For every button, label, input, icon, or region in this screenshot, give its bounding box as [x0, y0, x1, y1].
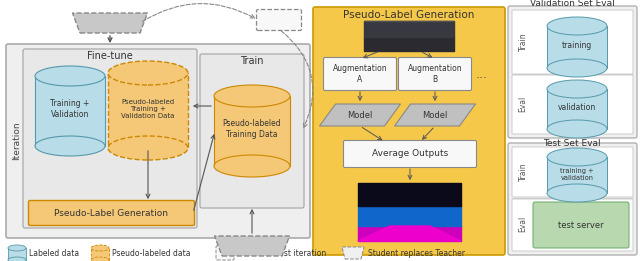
- Text: Student replaces Teacher: Student replaces Teacher: [368, 250, 465, 258]
- Text: Labeled data: Labeled data: [29, 250, 79, 258]
- Text: Eval: Eval: [518, 216, 527, 232]
- Bar: [91, 248, 109, 260]
- FancyBboxPatch shape: [512, 147, 633, 197]
- Text: Model: Model: [348, 110, 372, 120]
- Text: Student: Student: [232, 241, 273, 251]
- Text: validation: validation: [558, 104, 596, 112]
- FancyBboxPatch shape: [508, 143, 637, 255]
- Ellipse shape: [8, 245, 26, 251]
- FancyBboxPatch shape: [23, 49, 197, 228]
- Text: Train: Train: [240, 56, 264, 66]
- Bar: [214, 96, 290, 166]
- Polygon shape: [72, 13, 147, 33]
- FancyBboxPatch shape: [512, 75, 633, 134]
- Polygon shape: [214, 236, 289, 256]
- FancyBboxPatch shape: [364, 21, 454, 51]
- Text: Model: Model: [422, 110, 448, 120]
- Text: Test Set Eval: Test Set Eval: [543, 139, 601, 147]
- Bar: [35, 76, 105, 146]
- FancyBboxPatch shape: [216, 246, 234, 260]
- Text: Pseudo-labeled
Training +
Validation Data: Pseudo-labeled Training + Validation Dat…: [122, 99, 175, 119]
- Ellipse shape: [547, 148, 607, 166]
- Ellipse shape: [547, 59, 607, 77]
- Text: Pseudo-Label Generation: Pseudo-Label Generation: [54, 209, 168, 217]
- Ellipse shape: [91, 245, 109, 251]
- Text: Fine-tune: Fine-tune: [87, 51, 133, 61]
- Polygon shape: [394, 104, 476, 126]
- Text: Train: Train: [518, 163, 527, 181]
- Text: Augmentation
B: Augmentation B: [408, 64, 462, 84]
- FancyBboxPatch shape: [344, 140, 477, 168]
- Polygon shape: [358, 226, 461, 241]
- Polygon shape: [342, 247, 364, 259]
- Bar: [547, 26, 607, 68]
- FancyBboxPatch shape: [29, 200, 195, 226]
- Bar: [547, 89, 607, 129]
- FancyBboxPatch shape: [399, 57, 472, 91]
- Ellipse shape: [108, 61, 188, 85]
- FancyBboxPatch shape: [323, 57, 397, 91]
- Text: Pseudo-labeled
Training Data: Pseudo-labeled Training Data: [223, 119, 282, 139]
- Ellipse shape: [214, 85, 290, 107]
- FancyBboxPatch shape: [200, 54, 304, 208]
- Ellipse shape: [547, 184, 607, 202]
- Text: Train: Train: [518, 33, 527, 51]
- Text: ...: ...: [476, 68, 488, 80]
- Text: test server: test server: [558, 221, 604, 229]
- FancyBboxPatch shape: [6, 44, 310, 238]
- Bar: [8, 248, 26, 260]
- Polygon shape: [319, 104, 401, 126]
- FancyBboxPatch shape: [257, 9, 301, 31]
- Text: Eval: Eval: [518, 96, 527, 112]
- Ellipse shape: [8, 257, 26, 261]
- Text: Validation Set Eval: Validation Set Eval: [530, 0, 614, 8]
- Ellipse shape: [35, 66, 105, 86]
- Bar: [108, 73, 188, 148]
- Ellipse shape: [214, 155, 290, 177]
- Ellipse shape: [547, 80, 607, 98]
- Ellipse shape: [35, 136, 105, 156]
- Text: Used after 1st iteration: Used after 1st iteration: [237, 250, 326, 258]
- FancyBboxPatch shape: [512, 199, 633, 251]
- Ellipse shape: [91, 257, 109, 261]
- Text: Training +
Validation: Training + Validation: [51, 99, 90, 119]
- FancyBboxPatch shape: [533, 202, 629, 248]
- Text: training +
validation: training + validation: [560, 168, 594, 181]
- Text: Iteration: Iteration: [13, 122, 22, 160]
- Text: Pseudo-labeled data: Pseudo-labeled data: [112, 250, 191, 258]
- Ellipse shape: [108, 136, 188, 160]
- Text: Pseudo-Label Generation: Pseudo-Label Generation: [343, 10, 475, 20]
- Bar: [547, 157, 607, 193]
- Text: Eval: Eval: [269, 15, 289, 25]
- Ellipse shape: [547, 120, 607, 138]
- Text: Augmentation
A: Augmentation A: [333, 64, 387, 84]
- Text: training: training: [562, 41, 592, 50]
- Text: Average Outputs: Average Outputs: [372, 150, 448, 158]
- FancyBboxPatch shape: [313, 7, 505, 255]
- FancyBboxPatch shape: [512, 10, 633, 74]
- Text: Teacher: Teacher: [90, 18, 130, 28]
- FancyBboxPatch shape: [508, 6, 637, 138]
- FancyBboxPatch shape: [358, 183, 461, 241]
- Ellipse shape: [547, 17, 607, 35]
